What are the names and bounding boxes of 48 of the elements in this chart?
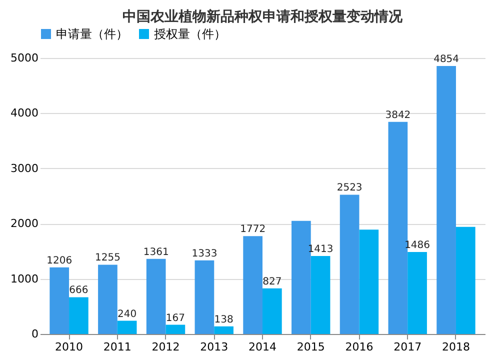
data-label: 240 [118,308,137,320]
y-tick-label: 1000 [10,272,38,286]
x-tick-label: 2013 [200,340,228,354]
x-tick-label: 2015 [296,340,325,354]
data-label: 827 [262,276,282,288]
bar [69,297,88,334]
bar [436,66,456,334]
y-tick-label: 4000 [10,106,38,120]
bar [262,288,282,334]
bar [117,320,137,334]
legend-label: 授权量（件） [154,27,226,41]
x-tick-label: 2010 [55,340,84,354]
bar [166,324,186,334]
data-label: 1206 [46,255,72,266]
bar [292,220,311,334]
data-label: 138 [214,314,234,326]
bar [243,236,262,334]
chart-title: 中国农业植物新品种权申请和授权量变动情况 [122,8,404,25]
y-tick-label: 3000 [10,162,38,175]
x-tick-label: 2017 [394,340,422,354]
x-tick-label: 2012 [152,340,180,354]
y-tick-label: 2000 [10,217,38,230]
data-label: 666 [69,285,88,296]
data-label: 1333 [192,248,218,260]
bar [408,252,427,334]
bar [456,226,476,334]
bar [98,264,118,334]
legend-label: 申请量（件） [56,27,128,41]
y-tick-label: 5000 [10,52,38,64]
bar [214,326,234,334]
data-label: 3842 [385,110,411,121]
bar [146,258,166,334]
data-label: 1772 [240,224,266,236]
bar [359,230,379,334]
data-label: 1361 [143,246,169,258]
x-tick-label: 2011 [103,340,132,354]
bar [194,260,214,334]
bar [340,194,360,334]
data-label: 167 [166,312,185,324]
y-tick-label: 0 [32,328,38,340]
data-label: 2523 [336,182,362,194]
x-tick-label: 2016 [345,340,374,354]
bar [310,256,330,334]
data-label: 1255 [94,252,120,264]
x-tick-label: 2014 [248,340,276,354]
bar [50,267,70,334]
data-label: 4854 [434,54,460,66]
x-tick-label: 2018 [442,340,470,354]
